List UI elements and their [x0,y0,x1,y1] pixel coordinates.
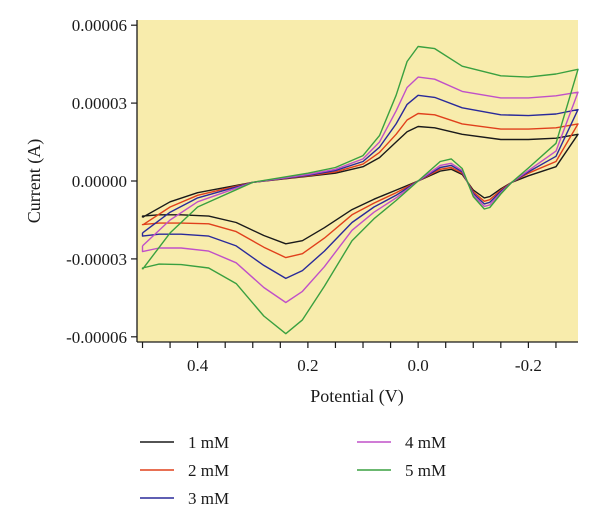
legend-label: 1 mM [188,433,229,452]
y-axis-ticks: 0.00006 0.00003 0.00000 -0.00003 -0.00006 [66,16,137,347]
legend-label: 5 mM [405,461,446,480]
x-tick-label: -0.2 [515,356,542,375]
x-tick-label: 0.2 [297,356,318,375]
x-axis-title: Potential (V) [310,386,403,407]
y-tick-label: 0.00000 [72,172,127,191]
y-tick-label: -0.00003 [66,250,127,269]
series-line-1 [141,125,579,245]
y-tick-label: 0.00003 [72,94,127,113]
x-axis-ticks: 0.4 0.2 0.0 -0.2 [141,342,557,375]
legend: 1 mM 2 mM 3 mM 4 mM 5 mM [140,433,446,508]
series-line-3 [141,94,579,280]
series-line-4 [141,76,579,304]
y-tick-label: 0.00006 [72,16,127,35]
legend-label: 4 mM [405,433,446,452]
legend-label: 3 mM [188,489,229,508]
series-curves [141,45,579,335]
x-tick-label: 0.4 [187,356,209,375]
plot-area [137,20,578,342]
y-tick-label: -0.00006 [66,328,127,347]
series-line-5 [141,45,579,335]
legend-label: 2 mM [188,461,229,480]
series-line-2 [141,112,579,259]
y-axis-title: Current (A) [24,139,45,223]
x-tick-label: 0.0 [408,356,429,375]
